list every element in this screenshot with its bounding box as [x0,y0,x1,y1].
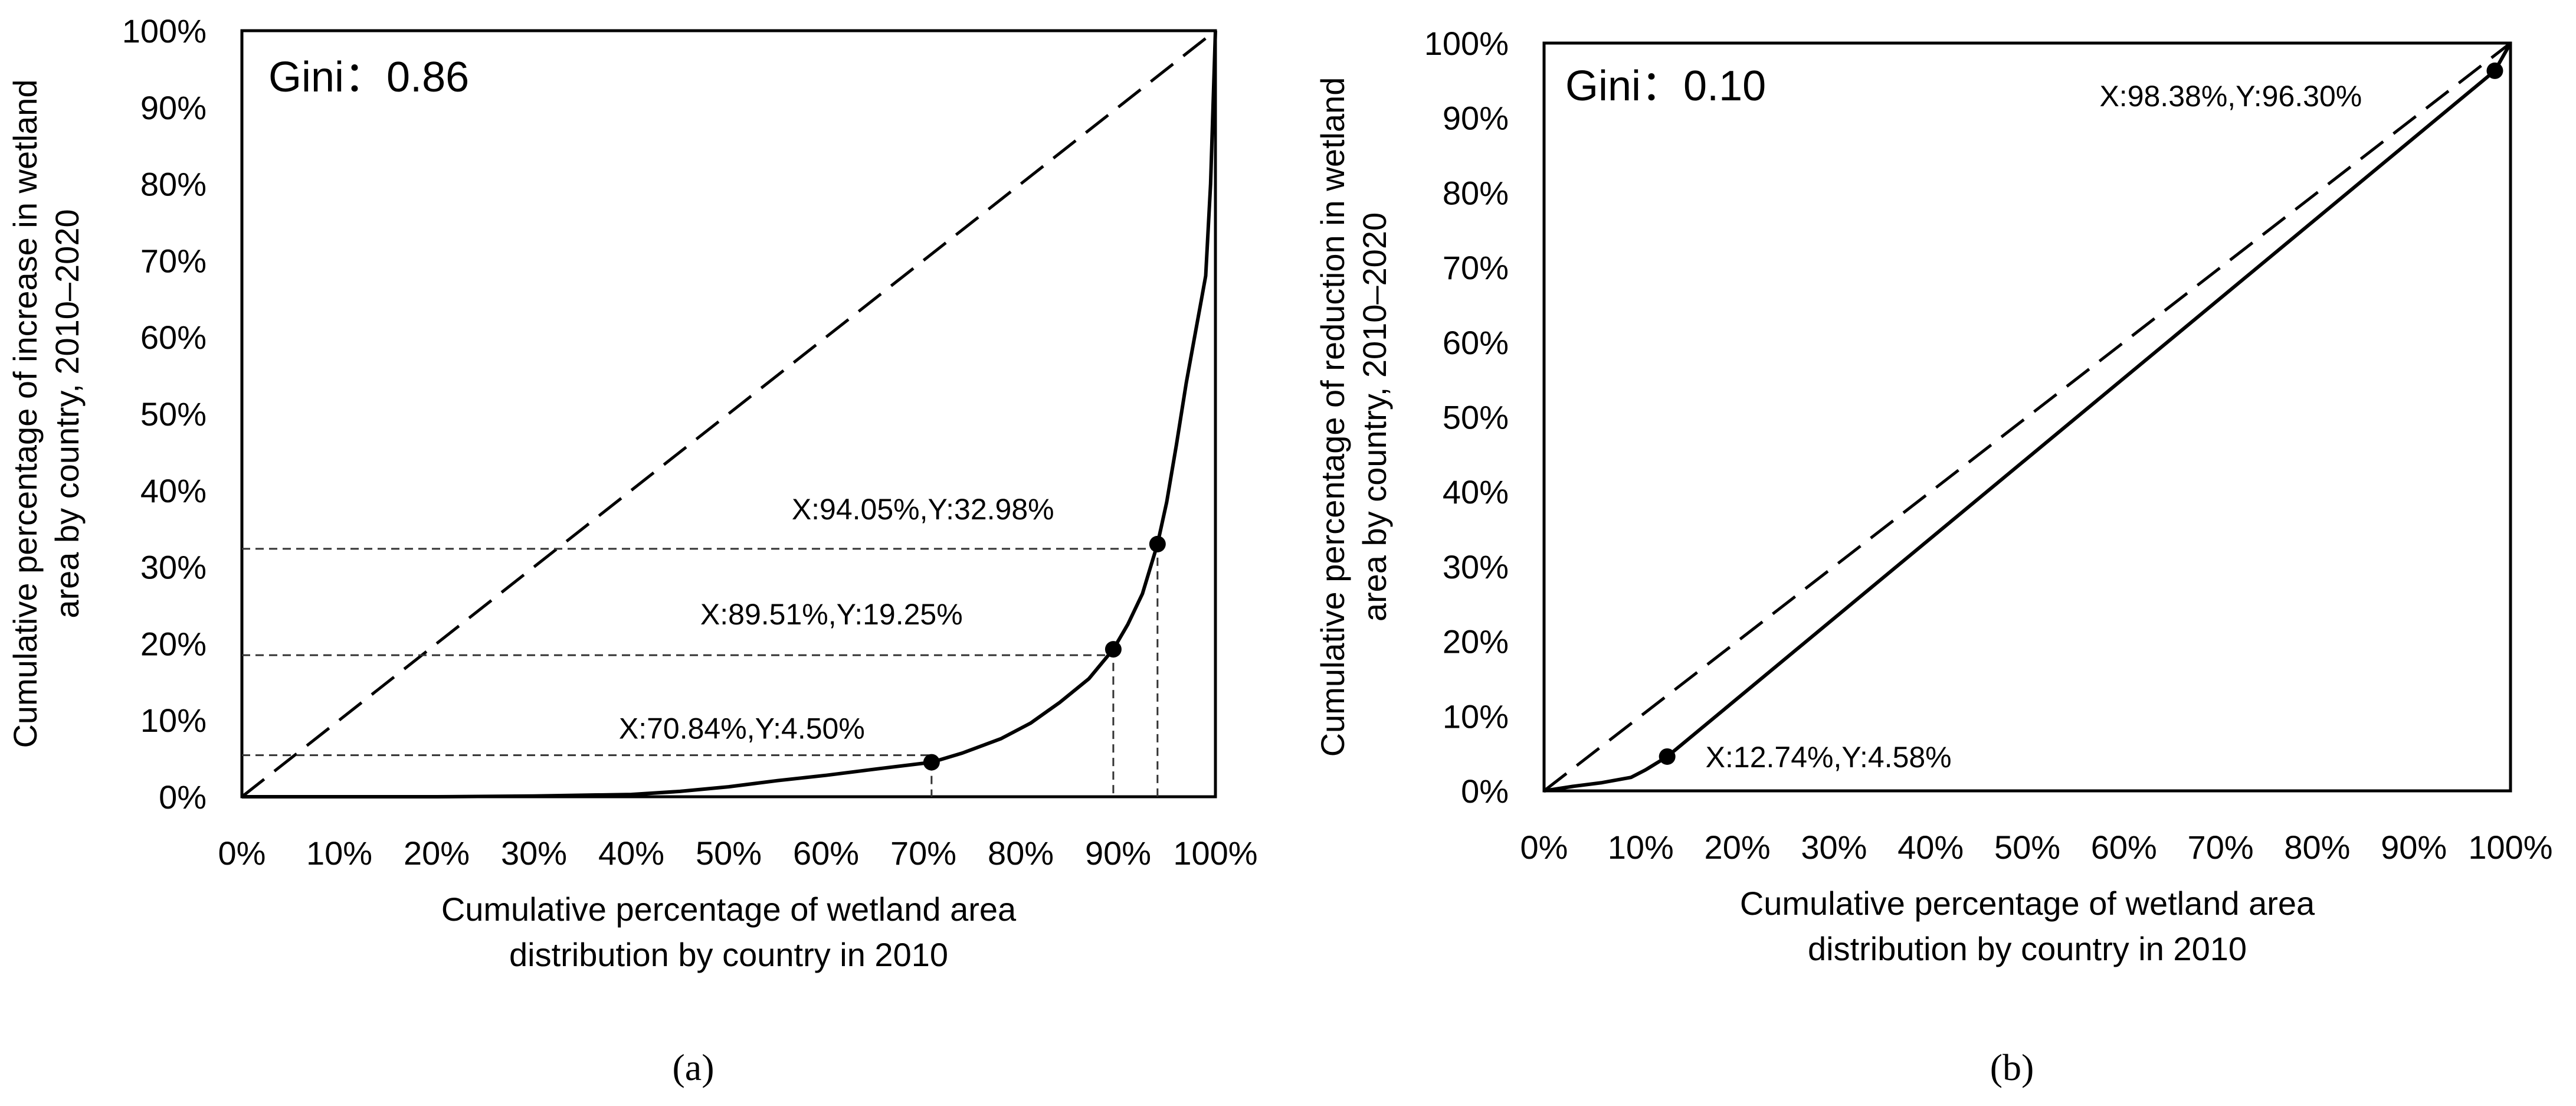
plot-frame [1542,41,2512,793]
x-tick-label: 20% [404,835,470,872]
y-tick-label: 50% [1443,399,1509,436]
y-tick-label: 20% [140,625,207,662]
y-tick-label: 40% [1443,473,1509,511]
x-axis-title: Cumulative percentage of wetland area [1740,885,2315,922]
gini-label: Gini： [1565,63,1683,110]
equality-line [241,30,1217,798]
gini-value: 0.10 [1683,63,1766,110]
x-tick-label: 90% [1085,835,1151,872]
x-tick-label: 30% [1801,829,1867,866]
y-axis-title: area by country, 2010–2020 [1356,212,1393,621]
data-point [1105,641,1122,658]
chart-panel-b: X:12.74%,Y:4.58% X:98.38%,Y:96.30% 0% 10% 20… [1314,25,2553,1088]
x-tick-label: 60% [793,835,859,872]
series-line-lorenz [1543,42,2512,793]
data-point [923,754,940,771]
x-tick-label: 80% [988,835,1054,872]
x-tick-label: 20% [1705,829,1771,866]
x-axis-title: Cumulative percentage of wetland area [441,891,1017,928]
y-tick-label: 10% [1443,698,1509,735]
data-point [2486,62,2503,79]
x-tick-label: 80% [2284,829,2350,866]
x-tick-label: 40% [1897,829,1964,866]
x-tick-label: 90% [2381,829,2447,866]
y-tick-label: 10% [140,702,207,739]
x-tick-label: 70% [890,835,956,872]
x-tick-label: 0% [218,835,266,872]
y-tick-label: 30% [1443,548,1509,585]
y-tick-label: 50% [140,395,207,433]
equality-line [1543,42,2512,792]
y-axis-title: area by country, 2010–2020 [48,209,86,618]
y-tick-label: 40% [140,472,207,509]
data-point [1149,535,1166,552]
data-label: X:70.84%,Y:4.50% [619,712,865,745]
y-tick-label: 70% [1443,249,1509,286]
y-tick-label: 70% [140,242,207,279]
gini-annotation: Gini：0.10 [1565,63,1766,110]
y-tick-label: 90% [140,89,207,126]
x-tick-label: 50% [1994,829,2060,866]
y-tick-label: 100% [122,12,207,50]
x-tick-label: 0% [1520,829,1568,866]
plot-frame [240,29,1217,799]
data-point [1659,748,1676,765]
y-tick-label: 80% [1443,174,1509,211]
data-label: X:12.74%,Y:4.58% [1706,741,1952,774]
x-tick-label: 50% [696,835,762,872]
y-tick-label: 30% [140,549,207,586]
y-tick-label: 20% [1443,623,1509,660]
x-axis-title: distribution by country in 2010 [1808,930,2247,967]
y-tick-label: 60% [140,319,207,356]
y-axis-title: Cumulative percentage of increase in wet… [6,79,44,748]
x-axis-title: distribution by country in 2010 [509,936,948,973]
chart-panel-a: X:70.84%,Y:4.50% X:89.51%,Y:19.25% X:94.05… [6,12,1258,1088]
x-tick-label: 70% [2188,829,2254,866]
y-tick-label: 90% [1443,100,1509,137]
x-tick-label: 40% [598,835,664,872]
panel-caption: (b) [1990,1046,2034,1088]
data-label: X:89.51%,Y:19.25% [700,598,963,631]
y-tick-label: 80% [140,166,207,203]
data-label: X:94.05%,Y:32.98% [792,493,1054,526]
x-tick-label: 30% [501,835,567,872]
panel-caption: (a) [672,1046,714,1088]
y-tick-label: 100% [1424,25,1509,62]
y-axis-title: Cumulative percentage of reduction in we… [1314,77,1351,757]
x-tick-label: 10% [306,835,372,872]
x-tick-label: 100% [2468,829,2552,866]
series-line-lorenz [242,30,1217,799]
gini-annotation: Gini：0.86 [268,54,469,101]
x-tick-label: 100% [1173,835,1257,872]
gini-value: 0.86 [386,54,469,101]
x-tick-label: 10% [1608,829,1674,866]
x-tick-label: 60% [2091,829,2157,866]
y-tick-label: 60% [1443,324,1509,361]
y-tick-label: 0% [159,778,207,816]
data-label: X:98.38%,Y:96.30% [2099,80,2362,113]
gini-label: Gini： [268,54,386,101]
y-tick-label: 0% [1461,773,1509,810]
